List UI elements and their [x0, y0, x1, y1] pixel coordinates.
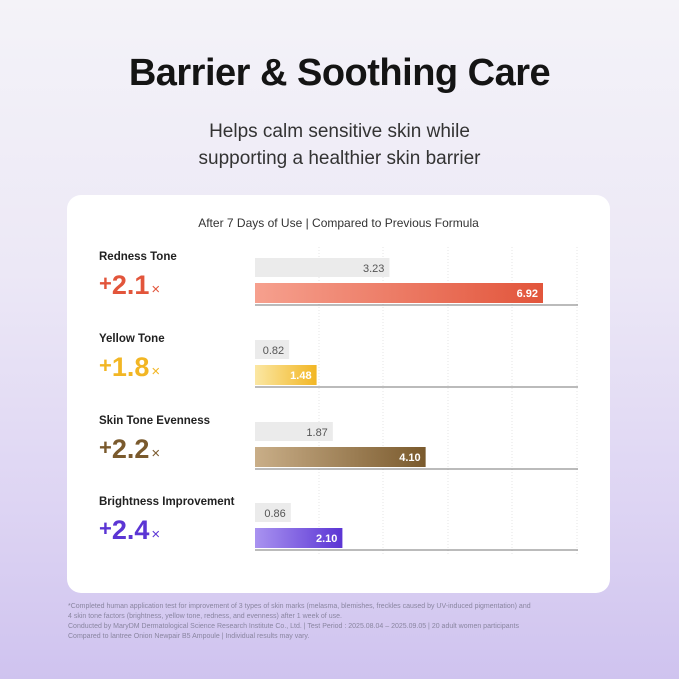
- previous-value-label: 1.87: [306, 427, 327, 439]
- new-value-label: 1.48: [290, 370, 311, 382]
- improvement-number: 2.1: [111, 270, 150, 300]
- times-sign: ×: [151, 363, 161, 380]
- metric-label-yellow-tone: Yellow Tone: [99, 333, 165, 345]
- improvement-value-redness-tone: +2.1 ×: [99, 270, 160, 301]
- footnote-line-3: Conducted by MaryDM Dermatological Scien…: [68, 623, 519, 630]
- previous-bar-brightness-improvement: [255, 503, 291, 522]
- improvement-value-yellow-tone: +1.8 ×: [99, 352, 160, 383]
- improvement-number: 2.4: [111, 515, 150, 545]
- plus-sign: +: [99, 353, 112, 378]
- previous-bar-yellow-tone: [255, 340, 290, 359]
- plus-sign: +: [99, 516, 112, 541]
- improvement-value-brightness-improvement: +2.4 ×: [99, 515, 160, 546]
- times-sign: ×: [151, 445, 161, 462]
- metric-label-skin-tone-evenness: Skin Tone Evenness: [99, 415, 210, 427]
- previous-bar-redness-tone: [255, 258, 390, 277]
- new-bar-redness-tone: [255, 283, 543, 303]
- new-bar-yellow-tone: [255, 365, 317, 385]
- footnote-line-1: *Completed human application test for im…: [68, 603, 531, 610]
- improvement-value-skin-tone-evenness: +2.2 ×: [99, 434, 160, 465]
- new-bar-brightness-improvement: [255, 528, 343, 548]
- metric-label-brightness-improvement: Brightness Improvement: [99, 496, 235, 508]
- previous-value-label: 3.23: [363, 263, 384, 275]
- improvement-number: 2.2: [111, 434, 150, 464]
- new-bar-skin-tone-evenness: [255, 447, 426, 467]
- improvement-number: 1.8: [111, 352, 150, 382]
- page-title: Barrier & Soothing Care: [128, 52, 551, 94]
- times-sign: ×: [151, 526, 161, 543]
- results-card: After 7 Days of Use | Compared to Previo…: [67, 195, 610, 593]
- new-value-label: 4.10: [399, 452, 420, 464]
- times-sign: ×: [151, 281, 161, 298]
- bar-chart: 3.23 6.92 0.82 1.48 1.87 4.10 0.86 2.10: [255, 247, 578, 555]
- new-value-label: 6.92: [517, 288, 538, 300]
- subtitle-line-2: supporting a healthier skin barrier: [198, 148, 481, 169]
- subtitle-line-1: Helps calm sensitive skin while: [209, 121, 470, 142]
- card-header: After 7 Days of Use | Compared to Previo…: [198, 216, 479, 230]
- page-subtitle: Helps calm sensitive skin while supporti…: [0, 118, 679, 172]
- previous-bar-skin-tone-evenness: [255, 422, 333, 441]
- metric-label-redness-tone: Redness Tone: [99, 251, 177, 263]
- footnote-line-4: Compared to lantree Onion Newpair B5 Amp…: [68, 633, 310, 640]
- previous-value-label: 0.82: [263, 345, 284, 357]
- footnote-line-2: 4 skin tone factors (brightness, yellow …: [68, 613, 342, 620]
- plus-sign: +: [99, 435, 112, 460]
- new-value-label: 2.10: [316, 533, 337, 545]
- footnote: *Completed human application test for im…: [68, 602, 628, 642]
- plus-sign: +: [99, 271, 112, 296]
- previous-value-label: 0.86: [264, 508, 285, 520]
